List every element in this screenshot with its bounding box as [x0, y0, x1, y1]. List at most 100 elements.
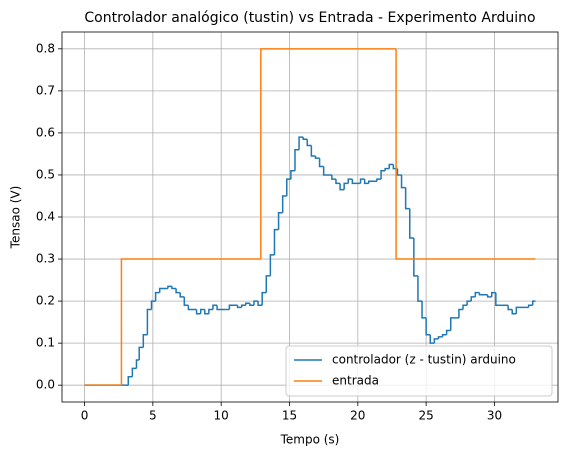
x-tick-label: 25 — [419, 409, 434, 423]
step-segment — [331, 174, 336, 180]
step-segment — [253, 300, 259, 306]
step-segment — [150, 300, 156, 310]
step-segment — [277, 212, 283, 230]
step-segment — [171, 286, 177, 290]
step-segment — [261, 291, 267, 306]
x-tick-label: 5 — [149, 409, 157, 423]
step-segment — [368, 180, 377, 184]
y-tick-label: 0.6 — [36, 125, 55, 139]
step-segment — [531, 300, 536, 306]
step-segment — [395, 48, 536, 260]
x-axis-label: Tempo (s) — [280, 433, 340, 447]
step-segment — [199, 308, 205, 314]
step-segment — [490, 291, 496, 297]
y-tick-label: 0.4 — [36, 210, 55, 224]
step-segment — [404, 187, 410, 210]
step-segment — [343, 182, 349, 190]
step-segment — [433, 338, 439, 344]
step-segment — [281, 195, 287, 213]
step-segment — [421, 301, 427, 319]
y-tick-label: 0.0 — [36, 378, 55, 392]
step-segment — [154, 291, 160, 302]
step-segment — [286, 178, 291, 196]
step-segment — [347, 178, 353, 184]
step-segment — [495, 292, 500, 307]
step-segment — [302, 137, 308, 140]
step-segment — [249, 303, 254, 307]
x-tick-label: 15 — [282, 409, 297, 423]
y-tick-label: 0.3 — [36, 252, 55, 266]
step-segment — [269, 254, 275, 276]
step-segment — [216, 305, 226, 311]
step-segment — [208, 308, 213, 314]
step-segment — [376, 178, 382, 182]
step-segment — [413, 238, 418, 277]
step-segment — [212, 304, 218, 310]
step-segment — [290, 170, 295, 180]
step-segment — [127, 376, 133, 386]
step-segment — [511, 309, 517, 315]
step-segment — [175, 288, 181, 294]
y-tick-label: 0.5 — [36, 167, 55, 181]
step-segment — [388, 163, 394, 169]
y-tick-label: 0.2 — [36, 294, 55, 308]
step-segment — [314, 156, 320, 159]
step-segment — [260, 48, 397, 260]
step-segment — [142, 333, 148, 348]
step-segment — [204, 309, 209, 315]
step-segment — [351, 179, 361, 185]
x-tick-label: 10 — [214, 409, 229, 423]
y-tick-label: 0.8 — [36, 41, 55, 55]
step-segment — [437, 336, 443, 339]
x-tick-label: 20 — [350, 409, 365, 423]
step-segment — [417, 275, 423, 302]
step-segment — [408, 208, 414, 239]
y-tick-label: 0.1 — [36, 336, 55, 350]
step-segment — [245, 302, 250, 306]
step-segment — [167, 285, 172, 289]
step-segment — [400, 174, 406, 189]
step-segment — [474, 291, 480, 297]
step-segment — [298, 136, 304, 150]
step-segment — [138, 346, 144, 360]
step-segment — [445, 329, 451, 335]
step-segment — [310, 145, 316, 157]
step-segment — [429, 334, 435, 344]
step-segment — [294, 148, 300, 171]
step-segment — [120, 258, 261, 386]
step-segment — [527, 304, 533, 308]
step-segment — [240, 304, 246, 308]
step-segment — [470, 296, 476, 302]
step-segment — [339, 183, 345, 191]
step-segment — [322, 166, 332, 176]
x-tick-label: 30 — [487, 409, 502, 423]
step-segment — [441, 333, 447, 337]
y-tick-label: 0.7 — [36, 83, 55, 97]
legend-box — [285, 345, 553, 397]
axes-frame — [61, 31, 559, 403]
step-segment — [179, 292, 185, 298]
step-segment — [195, 309, 201, 315]
step-segment — [158, 287, 168, 293]
step-segment — [462, 304, 468, 310]
step-segment — [187, 305, 197, 311]
step-segment — [449, 317, 459, 331]
step-segment — [131, 367, 137, 377]
step-segment — [228, 304, 238, 310]
step-segment — [135, 359, 140, 369]
step-segment — [380, 170, 386, 180]
step-segment — [458, 308, 464, 318]
step-segment — [273, 228, 279, 255]
step-segment — [183, 296, 189, 307]
step-segment — [265, 275, 271, 293]
step-segment — [236, 305, 242, 309]
step-segment — [384, 167, 390, 171]
step-segment — [306, 139, 312, 147]
legend-label: entrada — [332, 374, 379, 388]
step-segment — [507, 305, 513, 311]
step-segment — [318, 158, 324, 168]
legend-label: controlador (z - tustin) arduino — [332, 353, 516, 367]
step-segment — [396, 168, 402, 176]
x-tick-label: 0 — [81, 409, 89, 423]
